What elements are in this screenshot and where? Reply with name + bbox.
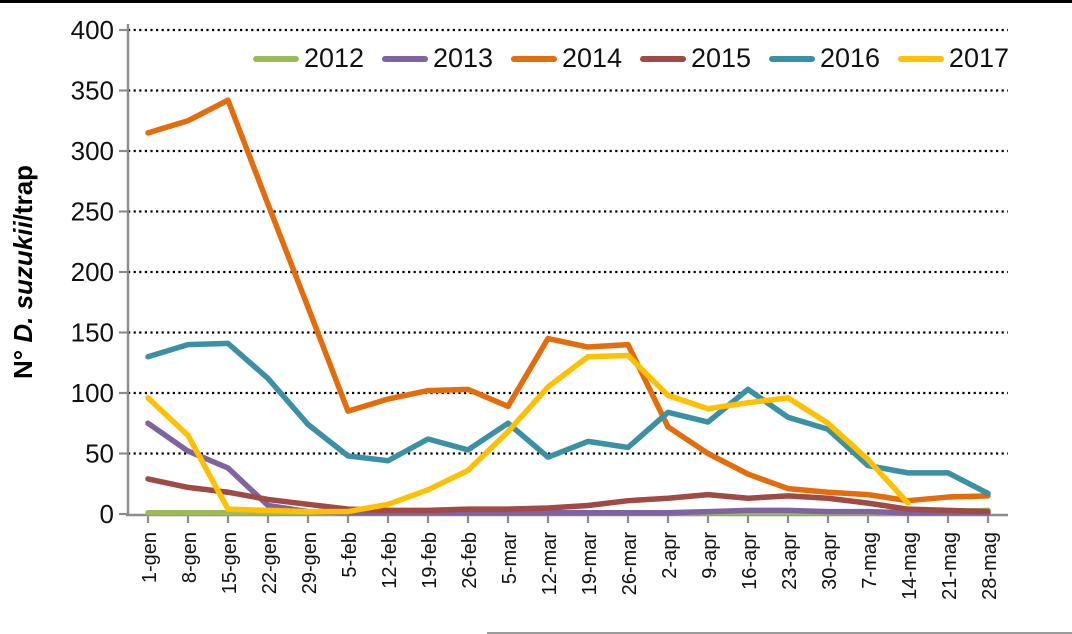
x-tick-label-2-apr: 2-apr xyxy=(659,532,681,579)
y-tick-label-250: 250 xyxy=(71,197,114,227)
legend-swatch-2015 xyxy=(639,55,686,62)
x-tick-label-1-gen: 1-gen xyxy=(139,532,161,583)
x-tick-label-26-mar: 26-mar xyxy=(619,532,641,596)
legend-swatch-2013 xyxy=(381,55,428,62)
legend-label-2014: 2014 xyxy=(561,43,623,73)
legend-label-2012: 2012 xyxy=(304,43,365,73)
legend-swatch-2014 xyxy=(510,55,557,62)
x-tick-label-19-feb: 19-feb xyxy=(419,532,441,589)
y-tick-label-350: 350 xyxy=(71,76,114,106)
chart-legend: 2012 2013 2014 2015 2016 2017 xyxy=(253,45,1009,72)
x-tick-label-14-mag: 14-mag xyxy=(899,532,921,600)
series-line-2014 xyxy=(145,97,991,504)
x-tick-label-23-apr: 23-apr xyxy=(779,532,801,590)
legend-swatch-2012 xyxy=(253,55,299,62)
x-tick-label-5-mar: 5-mar xyxy=(499,532,521,585)
x-tick-label-15-gen: 15-gen xyxy=(219,532,241,594)
legend-swatch-2016 xyxy=(768,55,815,62)
y-tick-label-50: 50 xyxy=(85,439,114,469)
y-tick-label-400: 400 xyxy=(71,15,114,45)
y-tick-label-300: 300 xyxy=(71,136,114,166)
y-tick-label-100: 100 xyxy=(71,378,114,408)
series-line-2017 xyxy=(145,352,911,515)
x-tick-label-8-gen: 8-gen xyxy=(179,532,201,583)
legend-item-2013: 2013 xyxy=(381,43,494,73)
x-tick-label-16-apr: 16-apr xyxy=(739,532,761,590)
y-tick-label-200: 200 xyxy=(71,257,114,287)
x-tick-label-29-gen: 29-gen xyxy=(299,532,321,594)
x-tick-label-12-mar: 12-mar xyxy=(539,532,561,596)
legend-item-2012: 2012 xyxy=(253,45,364,72)
x-tick-label-21-mag: 21-mag xyxy=(939,532,961,600)
y-tick-label-150: 150 xyxy=(71,318,114,348)
series-line-2016 xyxy=(145,340,991,497)
x-tick-label-12-feb: 12-feb xyxy=(379,532,401,589)
legend-label-2016: 2016 xyxy=(819,43,881,73)
x-tick-label-22-gen: 22-gen xyxy=(259,532,281,594)
y-tick-label-0: 0 xyxy=(100,499,114,529)
bottom-border-rule xyxy=(487,632,1072,634)
legend-item-2017: 2017 xyxy=(897,43,1009,73)
x-tick-label-7-mag: 7-mag xyxy=(859,532,881,589)
x-tick-label-26-feb: 26-feb xyxy=(459,532,481,589)
top-border-rule xyxy=(0,0,1072,3)
legend-swatch-2017 xyxy=(897,55,944,62)
x-tick-label-28-mag: 28-mag xyxy=(979,532,1001,600)
legend-item-2014: 2014 xyxy=(510,43,623,73)
series-line-2015 xyxy=(145,476,991,515)
x-tick-label-30-apr: 30-apr xyxy=(819,532,841,590)
legend-label-2015: 2015 xyxy=(690,43,752,73)
x-tick-label-19-mar: 19-mar xyxy=(579,532,601,596)
legend-item-2015: 2015 xyxy=(639,43,752,73)
y-axis-label: N° D. suzukii/trap xyxy=(8,165,38,379)
legend-label-2017: 2017 xyxy=(948,43,1009,73)
legend-label-2013: 2013 xyxy=(432,43,494,73)
x-tick-label-5-feb: 5-feb xyxy=(339,532,361,578)
legend-item-2016: 2016 xyxy=(768,43,881,73)
x-tick-label-9-apr: 9-apr xyxy=(699,532,721,579)
